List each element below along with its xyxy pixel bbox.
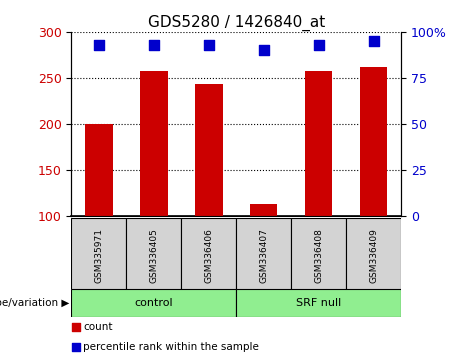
Bar: [346, 218, 401, 289]
Point: [150, 42, 158, 47]
Bar: [181, 218, 236, 289]
Text: count: count: [83, 322, 112, 332]
Text: GSM336408: GSM336408: [314, 228, 323, 283]
Bar: [360, 67, 387, 216]
Point: [205, 42, 213, 47]
Bar: [85, 124, 112, 216]
Text: GSM336405: GSM336405: [149, 228, 159, 283]
Text: SRF null: SRF null: [296, 298, 341, 308]
Point: [370, 38, 377, 44]
Point: [73, 325, 80, 330]
Bar: [291, 218, 346, 289]
Text: GSM336407: GSM336407: [259, 228, 268, 283]
Bar: [250, 204, 278, 216]
Bar: [71, 289, 236, 317]
Point: [73, 344, 80, 350]
Text: GSM335971: GSM335971: [95, 228, 103, 283]
Text: GSM336409: GSM336409: [369, 228, 378, 283]
Bar: [236, 289, 401, 317]
Text: percentile rank within the sample: percentile rank within the sample: [83, 342, 259, 352]
Bar: [71, 218, 126, 289]
Bar: [305, 70, 332, 216]
Bar: [195, 84, 223, 216]
Title: GDS5280 / 1426840_at: GDS5280 / 1426840_at: [148, 14, 325, 30]
Text: genotype/variation ▶: genotype/variation ▶: [0, 298, 69, 308]
Bar: [140, 70, 168, 216]
Point: [315, 42, 322, 47]
Text: GSM336406: GSM336406: [204, 228, 213, 283]
Text: control: control: [135, 298, 173, 308]
Bar: [126, 218, 181, 289]
Point: [260, 47, 267, 53]
Point: [95, 42, 103, 47]
Bar: [236, 218, 291, 289]
